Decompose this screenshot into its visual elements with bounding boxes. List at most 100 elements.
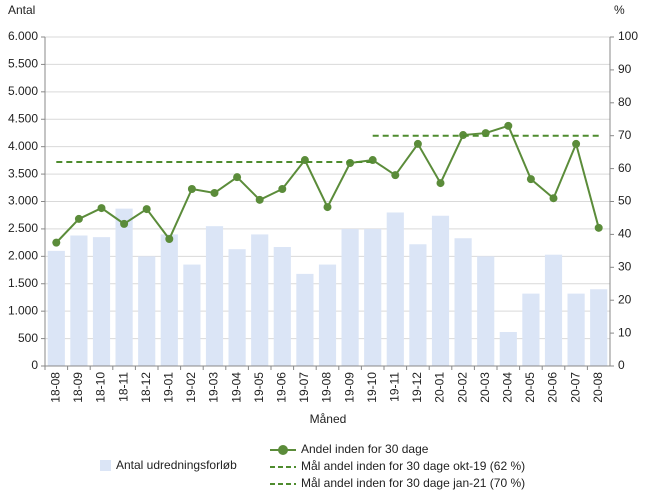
line-marker [413,139,422,148]
y2-tick-label: 60 [618,161,632,175]
bar [477,256,495,366]
x-tick-label: 20-02 [455,372,469,403]
line-marker [97,204,106,213]
line-marker [210,188,219,197]
x-tick-label: 20-04 [500,372,514,403]
line-marker [572,139,581,148]
bar [341,228,359,366]
bar [590,289,608,366]
legend-swatch [100,460,111,471]
y-tick-label: 1.500 [8,276,38,290]
y2-axis-title: % [614,3,625,17]
line-marker [594,223,603,232]
x-tick-label: 19-08 [320,372,334,403]
bar [47,250,65,366]
x-tick-label: 20-08 [591,372,605,403]
x-tick-label: 19-09 [342,372,356,403]
y-tick-label: 1.000 [8,303,38,317]
x-tick-label: 19-07 [297,372,311,403]
y-tick-label: 2.000 [8,249,38,263]
bar [205,226,224,366]
y2-tick-label: 0 [618,358,625,372]
x-tick-label: 19-12 [410,372,424,403]
bar [544,254,563,366]
x-tick-label: 19-01 [161,372,175,403]
y-tick-label: 4.000 [8,139,38,153]
y2-tick-label: 40 [618,227,632,241]
y2-tick-label: 80 [618,95,632,109]
x-tick-label: 19-03 [207,372,221,403]
bar [251,234,269,366]
legend-marker [278,445,288,455]
y2-tick-label: 20 [618,292,632,306]
y-tick-label: 0 [31,358,38,372]
x-tick-label: 20-01 [433,372,447,403]
legend-label: Andel inden for 30 dage [301,442,429,456]
legend-label: Antal udredningsforløb [116,458,237,472]
bar [454,238,472,366]
bar [160,234,178,366]
bar [92,237,111,366]
bar [567,293,585,366]
legend-label: Mål andel inden for 30 dage okt-19 (62 %… [301,459,525,473]
y2-tick-label: 10 [618,325,632,339]
x-tick-label: 20-05 [523,372,537,403]
line-marker [504,121,513,130]
line [55,124,600,244]
line-marker [255,195,264,204]
x-tick-label: 18-09 [71,372,85,403]
line-marker [323,203,332,212]
x-tick-label: 19-10 [365,372,379,403]
bar [364,228,382,366]
y-tick-label: 3.000 [8,194,38,208]
y-tick-label: 5.500 [8,57,38,71]
x-axis-title: Måned [310,412,347,426]
line-marker [52,238,61,247]
bar [431,215,450,366]
x-tick-label: 19-05 [252,372,266,403]
y-tick-label: 2.500 [8,221,38,235]
y-tick-label: 6.000 [8,29,38,43]
y2-tick-label: 90 [618,62,632,76]
bar [273,247,291,366]
bar [70,235,88,366]
y2-tick-label: 30 [618,259,632,273]
bar [183,264,201,366]
x-tick-label: 20-03 [478,372,492,403]
line-marker [391,171,400,180]
bar [115,208,133,366]
y2-tick-label: 70 [618,128,632,142]
line-marker [233,173,242,182]
x-tick-label: 20-06 [546,372,560,403]
line-marker [187,184,196,193]
bar [296,273,314,366]
line-marker [142,205,151,214]
y-axis-title: Antal [8,3,35,17]
y-tick-label: 3.500 [8,166,38,180]
line-marker [278,184,287,193]
x-tick-label: 19-04 [229,372,243,403]
line-marker [120,219,129,228]
line-marker [436,179,445,188]
x-tick-label: 18-10 [94,372,108,403]
bar [318,264,337,366]
y-tick-label: 4.500 [8,111,38,125]
legend-label: Mål andel inden for 30 dage jan-21 (70 %… [301,476,525,490]
line-marker [74,214,83,223]
x-tick-label: 19-11 [387,372,401,402]
bar [138,256,156,366]
line-marker [526,175,535,184]
bar [499,332,517,366]
y2-tick-label: 100 [618,29,638,43]
bar [386,212,404,366]
x-tick-label: 19-02 [184,372,198,403]
bar [228,249,246,366]
line-marker [549,194,558,203]
bar [409,244,427,366]
x-tick-label: 18-08 [48,372,62,403]
line-marker [165,235,174,244]
y2-tick-label: 50 [618,194,632,208]
x-tick-label: 20-07 [568,372,582,403]
x-tick-label: 18-12 [139,372,153,403]
